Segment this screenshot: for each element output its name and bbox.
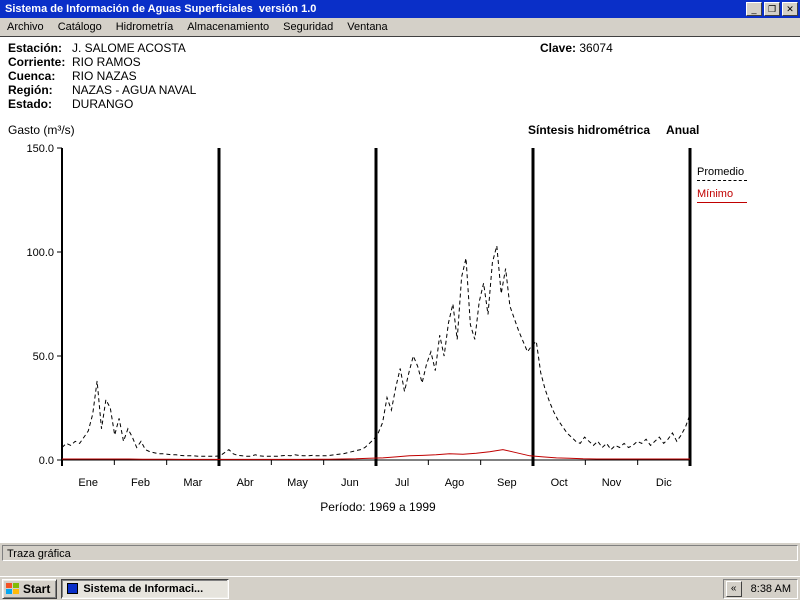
chart-subtitle: Síntesis hidrométrica Anual [528, 123, 699, 137]
taskbar-clock: 8:38 AM [750, 582, 791, 595]
minimo-line-sample-icon [697, 202, 747, 203]
maximize-button[interactable]: ❐ [764, 2, 780, 16]
estado-label: Estado: [8, 97, 53, 111]
clave-label: Clave: [540, 41, 577, 55]
status-bar: Traza gráfica [0, 543, 800, 563]
taskbar: Start Sistema de Informaci... « 8:38 AM [0, 576, 800, 600]
info-row-estacion: Estación: J. SALOME ACOSTA [8, 41, 196, 55]
menu-archivo[interactable]: Archivo [7, 21, 44, 33]
taskbar-task-button[interactable]: Sistema de Informaci... [61, 578, 230, 599]
estado-value: DURANGO [72, 97, 134, 111]
cuenca-label: Cuenca: [8, 69, 56, 83]
menu-catalogo[interactable]: Catálogo [57, 21, 102, 33]
cuenca-value: RIO NAZAS [72, 69, 137, 83]
corriente-label: Corriente: [8, 55, 66, 69]
region-label: Región: [8, 83, 53, 97]
task-button-label: Sistema de Informaci... [83, 582, 204, 595]
region-value: NAZAS - AGUA NAVAL [72, 83, 197, 97]
chart-legend: Promedio Mínimo [697, 166, 747, 210]
clave-value: 36074 [579, 41, 613, 55]
chart-subtitle-anual: Anual [666, 123, 700, 137]
corriente-value: RIO RAMOS [72, 55, 141, 69]
titlebar: Sistema de Información de Aguas Superfic… [0, 0, 800, 18]
estacion-label: Estación: [8, 41, 63, 55]
menu-seguridad[interactable]: Seguridad [283, 21, 334, 33]
menu-hidrometria[interactable]: Hidrometría [115, 21, 174, 33]
legend-item-minimo: Mínimo [697, 188, 747, 203]
clave-field: Clave: 36074 [540, 41, 613, 55]
legend-label-promedio: Promedio [697, 166, 745, 178]
chart-subtitle-text: Síntesis hidrométrica [528, 123, 651, 137]
app-icon [67, 583, 79, 594]
minimize-button[interactable]: _ [746, 2, 762, 16]
start-button[interactable]: Start [2, 578, 58, 599]
estacion-value: J. SALOME ACOSTA [72, 41, 186, 55]
promedio-line-sample-icon [697, 180, 747, 181]
menu-bar: Archivo Catálogo Hidrometría Almacenamie… [0, 18, 800, 37]
legend-item-promedio: Promedio [697, 166, 747, 181]
y-axis-title: Gasto (m³/s) [8, 123, 75, 137]
client-area [0, 37, 800, 543]
menu-almacenamiento[interactable]: Almacenamiento [187, 21, 270, 33]
station-info: Estación: J. SALOME ACOSTA Corriente: RI… [8, 41, 196, 111]
start-button-label: Start [23, 581, 51, 596]
close-button[interactable]: ✕ [782, 2, 798, 16]
info-row-estado: Estado: DURANGO [8, 97, 196, 111]
status-text: Traza gráfica [2, 545, 798, 561]
window-title: Sistema de Información de Aguas Superfic… [5, 3, 317, 15]
system-tray: « 8:38 AM [722, 578, 798, 599]
windows-logo-icon [6, 583, 19, 594]
tray-chevron-button[interactable]: « [725, 580, 742, 597]
legend-label-minimo: Mínimo [697, 188, 734, 200]
menu-ventana[interactable]: Ventana [347, 21, 388, 33]
info-row-region: Región: NAZAS - AGUA NAVAL [8, 83, 196, 97]
info-row-corriente: Corriente: RIO RAMOS [8, 55, 196, 69]
info-row-cuenca: Cuenca: RIO NAZAS [8, 69, 196, 83]
period-caption: Período: 1969 a 1999 [320, 500, 436, 514]
